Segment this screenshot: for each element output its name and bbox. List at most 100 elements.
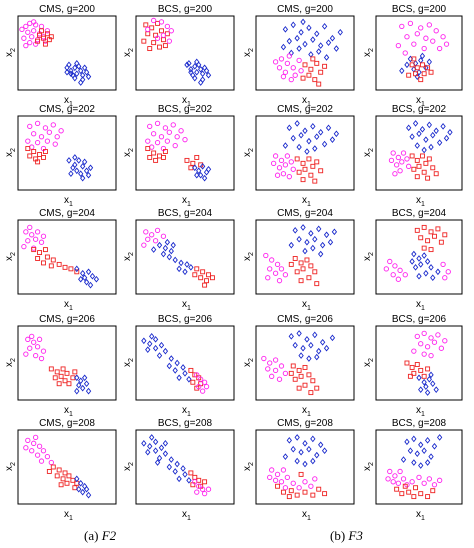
point-red-square (312, 178, 318, 184)
point-magenta-circle (404, 156, 410, 162)
point-blue-diamond (182, 370, 188, 377)
point-red-square (64, 370, 70, 376)
point-red-square (409, 153, 415, 159)
point-blue-diamond (149, 333, 155, 340)
point-magenta-circle (27, 39, 33, 46)
point-blue-diamond (426, 375, 432, 383)
point-red-square (306, 275, 312, 281)
point-magenta-circle (442, 338, 448, 344)
y-axis-label: x2 (242, 462, 255, 471)
point-red-square (194, 154, 200, 160)
point-blue-diamond (421, 252, 427, 259)
point-red-square (290, 363, 296, 369)
point-red-square (406, 72, 412, 78)
point-red-square (31, 247, 37, 253)
point-blue-diamond (440, 123, 446, 130)
point-blue-diamond (172, 468, 178, 475)
point-magenta-circle (25, 437, 31, 444)
point-blue-diamond (433, 386, 439, 393)
point-red-square (192, 372, 198, 378)
point-blue-diamond (182, 471, 188, 478)
point-magenta-circle (431, 339, 438, 345)
point-blue-diamond (72, 74, 78, 82)
point-red-square (157, 44, 162, 50)
point-blue-diamond (418, 441, 424, 449)
x-axis-label: x1 (416, 95, 425, 108)
point-red-square (411, 56, 417, 62)
panel-title: BCS, g=200 (158, 4, 213, 15)
point-blue-diamond (80, 488, 86, 496)
point-magenta-circle (383, 266, 389, 272)
point-blue-diamond (318, 250, 324, 258)
point-magenta-circle (402, 272, 408, 278)
caption-b: (b) F3 (330, 528, 363, 544)
point-magenta-circle (143, 229, 149, 235)
point-red-square (206, 272, 211, 278)
point-magenta-circle (141, 242, 147, 248)
point-blue-diamond (80, 384, 86, 392)
point-blue-diamond (306, 445, 312, 453)
panel-F3-CMS-206: CMS, g=206 x1 x2 (242, 314, 355, 418)
point-red-square (288, 261, 294, 267)
point-blue-diamond (312, 331, 318, 339)
point-blue-diamond (294, 457, 300, 465)
point-magenta-circle (145, 26, 151, 32)
point-red-square (54, 369, 60, 375)
point-magenta-circle (414, 31, 420, 37)
point-magenta-circle (397, 468, 403, 475)
y-axis-label: x2 (4, 252, 17, 261)
panel-title: BCS, g=208 (158, 418, 213, 429)
point-magenta-circle (31, 440, 37, 446)
panel-title: CMS, g=200 (39, 4, 95, 15)
panel-F2-BCS-206: BCS, g=206 x1 x2 (122, 314, 235, 418)
point-blue-diamond (431, 442, 438, 450)
x-axis-label: x1 (64, 299, 73, 312)
panel-frame (135, 429, 235, 505)
point-magenta-circle (34, 452, 41, 458)
point-red-square (200, 269, 206, 275)
point-blue-diamond (166, 253, 172, 261)
point-blue-diamond (321, 140, 328, 148)
point-magenta-circle (286, 53, 292, 59)
point-blue-diamond (288, 333, 294, 340)
point-blue-diamond (156, 352, 163, 359)
point-blue-diamond (76, 157, 82, 164)
point-blue-diamond (323, 54, 330, 61)
x-axis-label: x1 (302, 195, 311, 208)
panel-F3-CMS-202: CMS, g=202 x1 x2 (242, 104, 355, 208)
point-red-square (407, 373, 413, 379)
point-magenta-circle (58, 128, 64, 134)
point-magenta-circle (38, 458, 45, 464)
point-red-square (428, 69, 434, 75)
point-magenta-circle (390, 272, 396, 278)
point-blue-diamond (160, 250, 167, 258)
point-magenta-circle (201, 490, 208, 497)
point-red-square (302, 166, 308, 172)
panel-frame (17, 429, 117, 505)
point-blue-diamond (327, 238, 334, 246)
point-red-square (306, 72, 312, 78)
point-blue-diamond (282, 142, 289, 149)
point-blue-diamond (182, 268, 188, 276)
point-red-square (298, 278, 304, 284)
y-axis-label: x2 (4, 358, 17, 367)
point-red-square (425, 175, 431, 181)
point-red-square (58, 482, 64, 488)
point-blue-diamond (318, 42, 324, 49)
point-red-square (298, 373, 304, 379)
point-red-square (72, 485, 78, 491)
point-red-square (294, 492, 300, 498)
point-red-square (66, 381, 72, 387)
x-axis-label: x1 (416, 509, 425, 522)
point-red-square (44, 254, 50, 260)
point-red-square (50, 257, 56, 263)
point-blue-diamond (302, 127, 308, 135)
point-magenta-circle (390, 479, 396, 485)
point-magenta-circle (440, 261, 446, 268)
point-magenta-circle (145, 236, 151, 242)
point-red-square (209, 275, 215, 281)
point-red-square (314, 385, 320, 391)
point-magenta-circle (23, 445, 29, 451)
point-blue-diamond (290, 134, 296, 142)
